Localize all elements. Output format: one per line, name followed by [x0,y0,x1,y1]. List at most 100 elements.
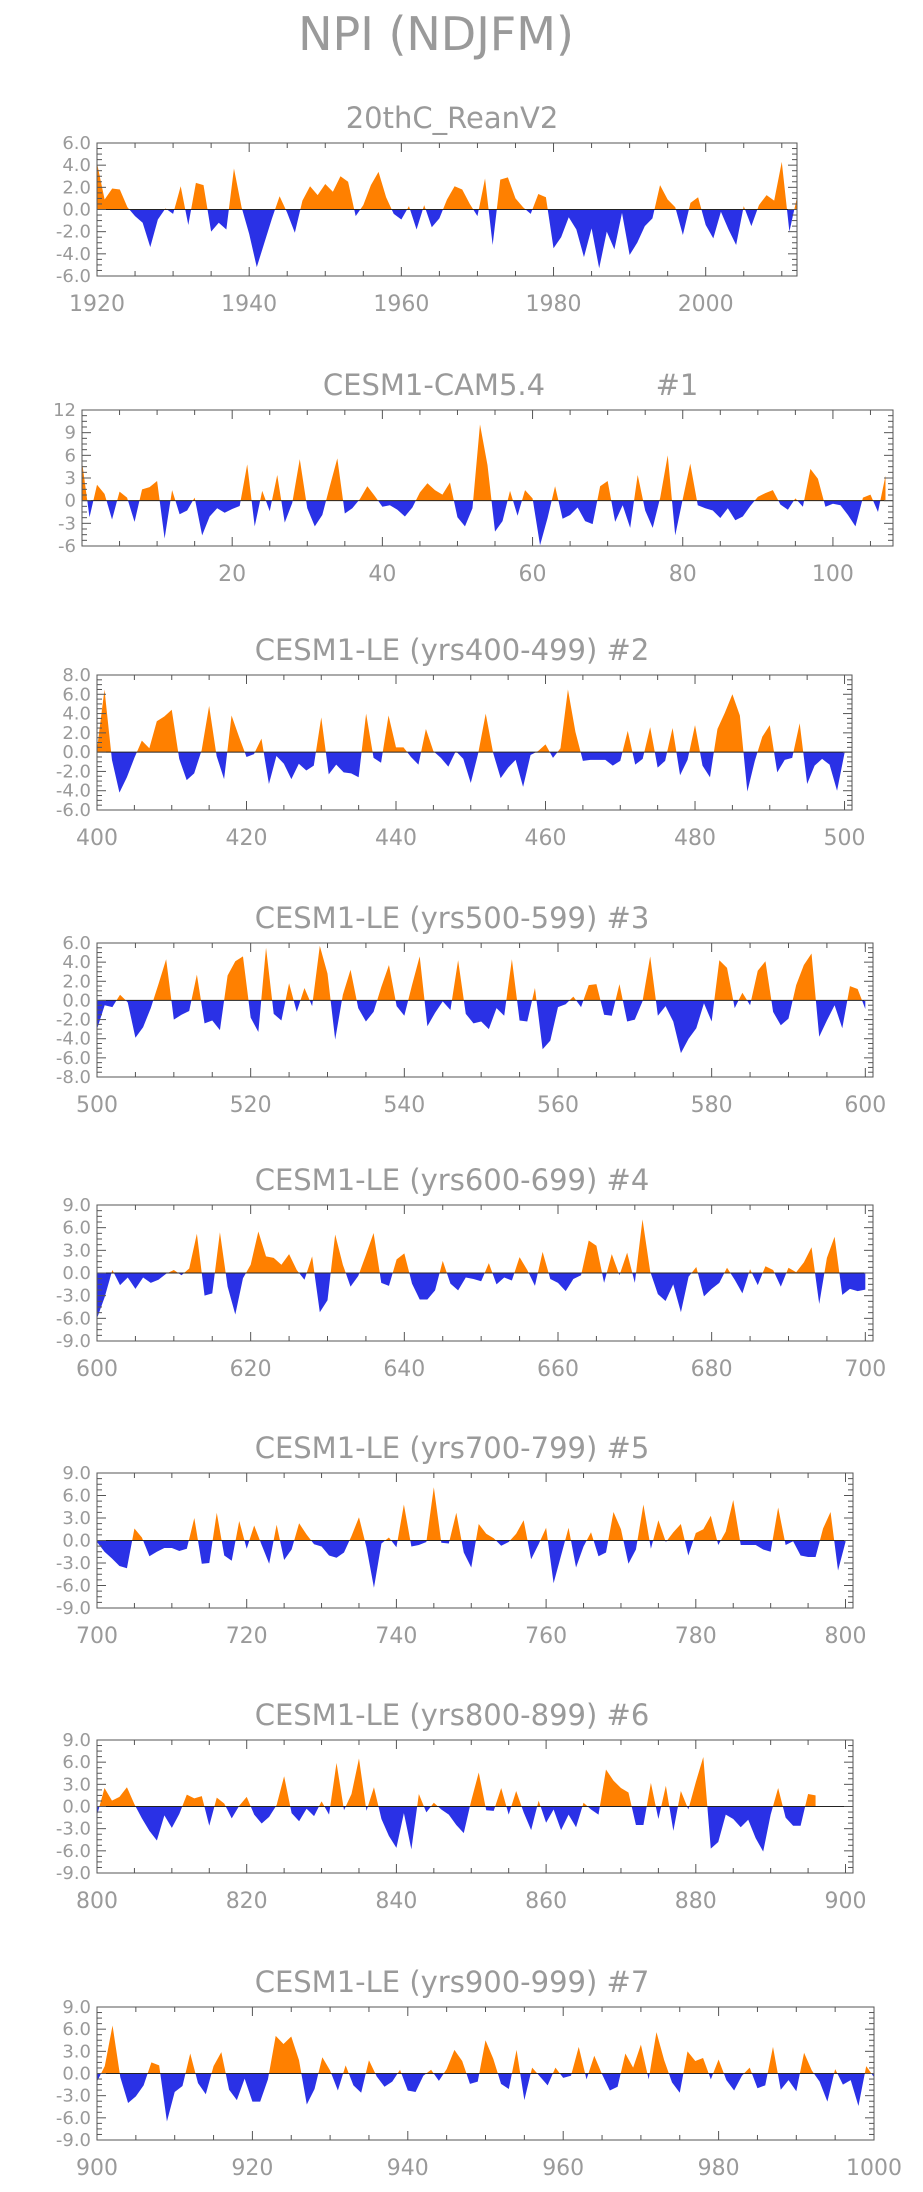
y-tick-label: 3.0 [62,1774,91,1795]
x-tick-label: 720 [226,1624,268,1649]
x-tick-label: 660 [537,1357,579,1382]
x-tick-label: 500 [76,1093,118,1118]
y-tick-label: -6.0 [56,1048,91,1069]
y-tick-label: -4.0 [56,781,91,802]
positive-area [111,1219,840,1273]
x-tick-label: 1980 [526,292,582,317]
panel-title: 20thC_ReanV2 [346,101,559,135]
x-tick-label: 1920 [69,292,125,317]
y-tick-label: -6.0 [56,266,91,287]
x-tick-label: 600 [76,1357,118,1382]
x-tick-label: 100 [812,562,854,587]
y-tick-label: 0.0 [62,990,91,1011]
x-tick-label: 960 [542,2156,584,2181]
x-tick-label: 840 [375,1889,417,1914]
chart-panel-6: 9.06.03.00.0-3.0-6.0-9.0 700 720 740 760 780 8… [56,1431,867,1649]
chart-panel-4: 6.04.02.00.0-2.0-4.0-6.0-8.0 500 520 540 560… [56,901,886,1118]
y-tick-label: -6 [58,536,76,557]
positive-area [97,161,797,210]
y-tick-label: 6.0 [62,1752,91,1773]
x-tick-label: 680 [691,1357,733,1382]
positive-area [132,1487,835,1541]
negative-area [97,1806,806,1852]
y-tick-label: 6.0 [62,684,91,705]
negative-area [97,2073,874,2122]
y-tick-label: -3 [58,513,76,534]
x-tick-label: 540 [383,1093,425,1118]
y-tick-label: 9.0 [62,1463,91,1484]
y-tick-label: 3.0 [62,1508,91,1529]
x-tick-label: 820 [226,1889,268,1914]
y-tick-label: -2.0 [56,1010,91,1031]
negative-area [97,1540,846,1588]
y-tick-label: 2.0 [62,723,91,744]
y-tick-label: 12 [53,400,76,421]
x-tick-label: 880 [675,1889,717,1914]
x-tick-label: 980 [698,2156,740,2181]
chart-panel-5: 9.06.03.00.0-3.0-6.0-9.0 600 620 640 660 680 7… [56,1163,886,1382]
x-tick-label: 560 [537,1093,579,1118]
x-tick-label: 480 [674,826,716,851]
y-tick-label: -4.0 [56,1029,91,1050]
y-tick-label: 2.0 [62,177,91,198]
x-tick-label: 420 [226,826,268,851]
x-tick-label: 700 [844,1357,886,1382]
x-tick-label: 620 [230,1357,272,1382]
panel-title: CESM1-LE (yrs500-599) #3 [255,901,650,935]
y-tick-label: 0.0 [62,742,91,763]
x-tick-label: 400 [76,826,118,851]
y-tick-label: -6.0 [56,2108,91,2129]
y-tick-label: -3.0 [56,1286,91,1307]
y-tick-label: 8.0 [62,665,91,686]
y-tick-label: 9.0 [62,1730,91,1751]
y-tick-label: 4.0 [62,704,91,725]
y-tick-label: 6 [65,445,76,466]
panel-label: #1 [656,368,699,402]
x-tick-label: 40 [368,562,396,587]
y-tick-label: 0 [65,491,76,512]
y-tick-label: -6.0 [56,1576,91,1597]
x-tick-label: 60 [519,562,547,587]
y-tick-label: -6.0 [56,1841,91,1862]
x-tick-label: 920 [231,2156,273,2181]
x-tick-label: 80 [669,562,697,587]
panel-title: CESM1-LE (yrs600-699) #4 [255,1163,650,1197]
x-tick-label: 740 [375,1624,417,1649]
x-tick-label: 640 [383,1357,425,1382]
x-tick-label: 780 [675,1624,717,1649]
panel-title: CESM1-LE (yrs400-499) #2 [255,633,650,667]
x-tick-label: 580 [691,1093,733,1118]
x-tick-label: 440 [375,826,417,851]
y-tick-label: 6.0 [62,1218,91,1239]
x-tick-label: 1960 [373,292,429,317]
y-tick-label: -2.0 [56,222,91,243]
y-tick-label: -3.0 [56,1553,91,1574]
y-tick-label: -3.0 [56,2086,91,2107]
chart-panel-3: 8.06.04.02.00.0-2.0-4.0-6.0 400 420 440 460 4… [56,633,866,851]
panel-title: CESM1-LE (yrs700-799) #5 [255,1431,650,1465]
y-tick-label: 6.0 [62,133,91,154]
y-tick-label: -9.0 [56,1863,91,1884]
x-tick-label: 900 [76,2156,118,2181]
chart-panel-1: 6.04.02.00.0-2.0-4.0-6.0 1920 1940 1960 1980… [56,101,798,317]
y-tick-label: 0.0 [62,200,91,221]
x-tick-label: 520 [230,1093,272,1118]
positive-area [99,1756,816,1807]
main-title: NPI (NDJFM) [298,7,574,61]
panel-title: CESM1-LE (yrs900-999) #7 [255,1965,650,1999]
panel-title: CESM1-CAM5.4 [323,368,545,402]
y-tick-label: -6.0 [56,1308,91,1329]
x-tick-label: 20 [218,562,246,587]
y-tick-label: -2.0 [56,761,91,782]
y-tick-label: 6.0 [62,1486,91,1507]
x-tick-label: 860 [525,1889,567,1914]
positive-area [97,689,804,753]
y-tick-label: 2.0 [62,971,91,992]
y-tick-label: -3.0 [56,1819,91,1840]
y-tick-label: 3 [65,468,76,489]
y-tick-label: -9.0 [56,2130,91,2151]
y-tick-label: -8.0 [56,1067,91,1088]
x-tick-label: 940 [387,2156,429,2181]
